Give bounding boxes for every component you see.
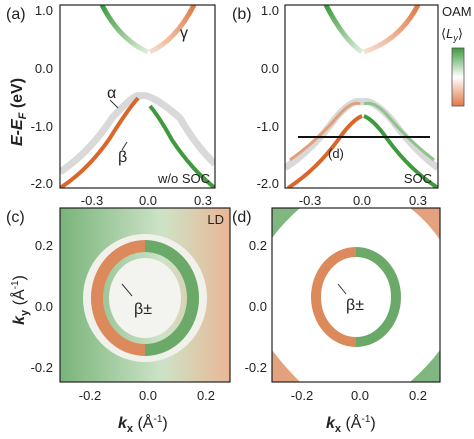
band-gamma-right xyxy=(148,5,197,55)
panel-c-frame xyxy=(59,207,231,383)
ytick-top-4: -2.0 xyxy=(31,176,53,191)
label-beta: β xyxy=(118,149,127,166)
band-b-upper-left xyxy=(289,101,361,162)
xtick-c-2: 0.0 xyxy=(139,388,157,403)
band-b-gamma-left xyxy=(323,5,364,55)
xtick-a-1: -0.3 xyxy=(81,193,103,208)
panel-d-label: (d) xyxy=(232,209,252,226)
ytick-c-3: -0.2 xyxy=(31,360,53,375)
ylabel-energy: E-EF (eV) xyxy=(9,78,29,146)
ytick-top-3: -1.0 xyxy=(31,119,53,134)
ring-d-right-green xyxy=(355,247,401,347)
xlabel-kx-d: kx (Å-1) xyxy=(326,413,376,435)
xtick-d-2: 0.0 xyxy=(351,388,369,403)
ytick-top-2: 0.0 xyxy=(35,61,53,76)
ytick-d-1: 0.2 xyxy=(249,238,267,253)
panel-a-corner: w/o SOC xyxy=(157,171,210,186)
cut-label: (d) xyxy=(328,146,344,161)
panel-d-frame xyxy=(271,207,441,383)
band-b-lower-right xyxy=(363,114,438,188)
xtick-d-3: 0.2 xyxy=(409,388,427,403)
label-c-beta: β± xyxy=(134,301,152,318)
ring-c-outer-white xyxy=(83,234,207,362)
colorbar-title: OAM xyxy=(442,4,472,19)
xtick-c-1: -0.2 xyxy=(79,388,101,403)
band-b-upper xyxy=(285,97,438,171)
pointer-alpha xyxy=(109,99,119,109)
ytick-c-2: 0.0 xyxy=(35,299,53,314)
band-alpha xyxy=(60,91,215,175)
xtick-a-2: 0.0 xyxy=(139,193,157,208)
label-gamma: γ xyxy=(180,25,188,42)
band-b-upper-right xyxy=(363,101,435,162)
corner-d-tr xyxy=(410,208,440,240)
xtick-d-1: -0.2 xyxy=(291,388,313,403)
xtick-b-2: 0.0 xyxy=(353,193,371,208)
panel-c-label: (c) xyxy=(6,209,25,226)
ytick-d-2: 0.0 xyxy=(249,299,267,314)
ring-c-right-green xyxy=(144,240,199,356)
xlabel-kx-c: kx (Å-1) xyxy=(118,413,168,435)
corner-d-tl xyxy=(272,208,300,238)
corner-d-bl xyxy=(272,350,300,382)
panel-d-map xyxy=(272,208,440,382)
band-b-gamma-right xyxy=(363,5,421,55)
panel-b-bands xyxy=(285,5,438,188)
pointer-beta xyxy=(121,141,128,151)
ytick-d-3: -0.2 xyxy=(245,360,267,375)
ring-d-left-orange xyxy=(311,247,357,347)
panel-b-corner: SOC xyxy=(404,171,432,186)
panel-b-label: (b) xyxy=(232,6,252,23)
ytick-b-4: -2.0 xyxy=(257,176,279,191)
panel-a-bands xyxy=(60,5,215,188)
band-b-lower-left xyxy=(286,114,363,188)
panel-c-corner: LD xyxy=(207,212,224,227)
band-gamma-left xyxy=(99,5,150,55)
ring-c-left-orange xyxy=(91,240,146,356)
colorbar-gradient xyxy=(451,47,465,107)
panel-a-label: (a) xyxy=(6,6,26,23)
pointer-d-beta xyxy=(337,283,347,295)
xtick-a-3: 0.3 xyxy=(194,193,212,208)
ylabel-ky: ky (Å-1) xyxy=(9,275,31,325)
band-beta-left xyxy=(60,96,140,188)
xtick-b-1: -0.3 xyxy=(299,193,321,208)
colorbar-quantity: ⟨Ly⟩ xyxy=(441,26,463,43)
xtick-b-3: 0.3 xyxy=(409,193,427,208)
ytick-b-2: 0.0 xyxy=(261,61,279,76)
ytick-b-3: -1.0 xyxy=(257,119,279,134)
xtick-c-3: 0.2 xyxy=(197,388,215,403)
band-beta-right xyxy=(148,104,215,188)
label-d-beta: β± xyxy=(346,297,364,314)
corner-d-br xyxy=(410,350,440,382)
ring-c-inner xyxy=(109,258,181,338)
label-alpha: α xyxy=(107,85,116,102)
ytick-b-1: 1.0 xyxy=(261,3,279,18)
ytick-c-1: 0.2 xyxy=(35,238,53,253)
pointer-c-beta xyxy=(121,283,133,297)
panel-a-frame xyxy=(59,4,216,189)
panel-b-frame xyxy=(284,4,439,189)
ytick-top-1: 1.0 xyxy=(35,3,53,18)
